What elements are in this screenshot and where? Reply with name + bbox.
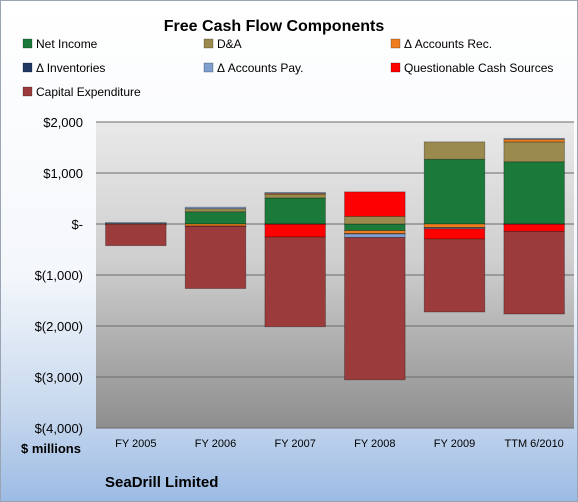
x-tick-label: FY 2007 (274, 438, 315, 450)
x-tick-label: TTM 6/2010 (505, 438, 564, 450)
x-tick-label: FY 2005 (115, 438, 156, 450)
bar-segment (184, 225, 247, 289)
bar-segment (344, 215, 406, 225)
bar-segment (264, 223, 326, 238)
x-tick-label: FY 2008 (354, 438, 395, 450)
y-tick-label: $(1,000) (35, 268, 83, 283)
company-label: SeaDrill Limited (105, 474, 218, 491)
bar-segment (503, 223, 565, 232)
bar-segment (184, 206, 247, 210)
unit-label: $ millions (21, 441, 81, 456)
legend-swatch (22, 38, 33, 49)
legend-swatch (390, 38, 401, 49)
bar-segment (184, 208, 247, 213)
legend-swatch (203, 62, 214, 73)
legend-label: Δ Accounts Pay. (217, 61, 304, 75)
legend-label: D&A (217, 37, 242, 51)
y-tick-label: $1,000 (43, 166, 83, 181)
bar-segment (264, 236, 326, 328)
gridlines (96, 121, 574, 429)
legend-label: Δ Accounts Rec. (404, 37, 492, 51)
legend-swatch (203, 38, 214, 49)
bar-segment (344, 237, 406, 381)
bar-segment (344, 233, 406, 238)
y-tick-label: $2,000 (43, 115, 83, 130)
legend-swatch (22, 86, 33, 97)
bar-segment (105, 222, 167, 224)
bar-segment (503, 141, 565, 163)
legend-label: Net Income (36, 37, 98, 51)
bar-segment (105, 223, 167, 247)
y-tick-label: $- (71, 217, 83, 232)
bar-segment (423, 238, 486, 313)
bar-segment (264, 197, 326, 225)
legend-swatch (390, 62, 401, 73)
x-axis: FY 2005 FY 2006 FY 2007 FY 2008 FY 2009 TTM 6… (115, 438, 564, 450)
bar-segment (503, 137, 565, 140)
bar-segment (344, 230, 406, 235)
chart-title: Free Cash Flow Components (164, 18, 385, 35)
bar-segment (423, 158, 486, 225)
legend-swatch (22, 62, 33, 73)
bars (105, 137, 565, 381)
legend-label: Questionable Cash Sources (404, 61, 553, 75)
y-tick-label: $(4,000) (35, 421, 83, 436)
bar-segment (344, 191, 406, 217)
bar-segment (423, 141, 486, 160)
bar-segment (184, 211, 247, 225)
bar-segment (503, 230, 565, 315)
y-tick-label: $(2,000) (35, 319, 83, 334)
y-tick-label: $(3,000) (35, 370, 83, 385)
x-tick-label: FY 2009 (434, 438, 475, 450)
legend-label: Capital Expenditure (36, 85, 141, 99)
bar-segment (264, 191, 326, 194)
legend: Net Income D&A Δ Accounts Rec. Δ Inventorie… (22, 37, 553, 99)
bar-segment (503, 161, 565, 225)
bar-segment (344, 223, 406, 232)
legend-label: Δ Inventories (36, 61, 105, 75)
y-axis: $2,000 $1,000 $- $(1,000) $(2,000) $(3,000) $(… (35, 115, 83, 436)
x-tick-label: FY 2006 (195, 438, 236, 450)
bar-segment (423, 228, 486, 240)
bar-segment (423, 223, 486, 228)
